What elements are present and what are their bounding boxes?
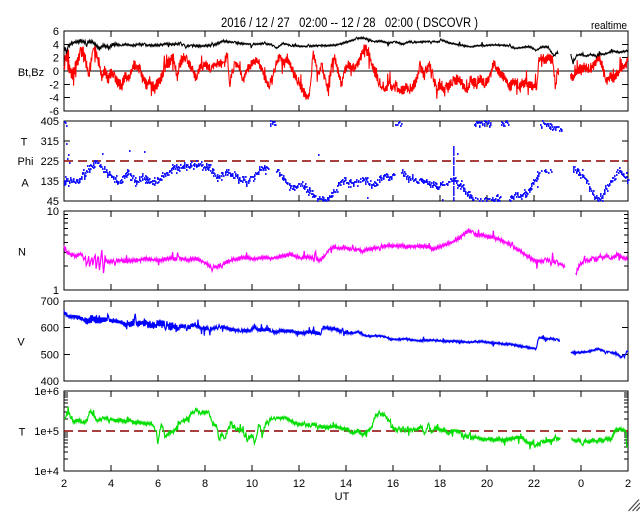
- svg-text:400: 400: [41, 376, 59, 388]
- svg-text:4: 4: [108, 478, 114, 490]
- svg-text:UT: UT: [335, 491, 350, 503]
- svg-text:1e+4: 1e+4: [34, 466, 59, 478]
- svg-text:20: 20: [481, 478, 493, 490]
- svg-text:405: 405: [41, 116, 59, 128]
- svg-text:T: T: [19, 427, 26, 439]
- svg-text:-2: -2: [49, 79, 59, 91]
- svg-text:-6: -6: [49, 106, 59, 118]
- svg-text:realtime: realtime: [591, 20, 627, 32]
- svg-text:1: 1: [53, 285, 59, 297]
- svg-text:T: T: [21, 137, 28, 149]
- svg-text:2: 2: [61, 478, 67, 490]
- svg-text:2016 / 12 / 27 02:00 -- 12 /: 2016 / 12 / 27 02:00 -- 12 / 28 02:00 ( …: [221, 15, 478, 30]
- svg-text:A: A: [21, 178, 29, 190]
- svg-text:45: 45: [47, 196, 59, 208]
- svg-text:Phi: Phi: [18, 156, 34, 168]
- svg-text:V: V: [17, 337, 25, 349]
- svg-text:4: 4: [53, 39, 59, 51]
- svg-text:6: 6: [53, 26, 59, 38]
- svg-text:12: 12: [293, 478, 305, 490]
- svg-text:2: 2: [53, 53, 59, 65]
- svg-text:135: 135: [41, 176, 59, 188]
- svg-text:225: 225: [41, 156, 59, 168]
- svg-text:Bt,Bz: Bt,Bz: [18, 67, 44, 79]
- svg-text:600: 600: [41, 323, 59, 335]
- svg-text:18: 18: [434, 478, 446, 490]
- svg-text:315: 315: [41, 136, 59, 148]
- svg-text:14: 14: [340, 478, 352, 490]
- svg-text:10: 10: [47, 206, 59, 218]
- svg-text:2: 2: [625, 478, 631, 490]
- svg-text:0: 0: [53, 66, 59, 78]
- svg-text:1e+5: 1e+5: [34, 426, 59, 438]
- svg-text:6: 6: [155, 478, 161, 490]
- svg-text:8: 8: [202, 478, 208, 490]
- svg-text:1e+6: 1e+6: [34, 386, 59, 398]
- svg-text:-4: -4: [49, 93, 59, 105]
- svg-text:22: 22: [528, 478, 540, 490]
- svg-text:10: 10: [246, 478, 258, 490]
- svg-text:700: 700: [41, 296, 59, 308]
- svg-text:N: N: [18, 247, 26, 259]
- svg-text:0: 0: [578, 478, 584, 490]
- svg-text:16: 16: [387, 478, 399, 490]
- svg-text:500: 500: [41, 349, 59, 361]
